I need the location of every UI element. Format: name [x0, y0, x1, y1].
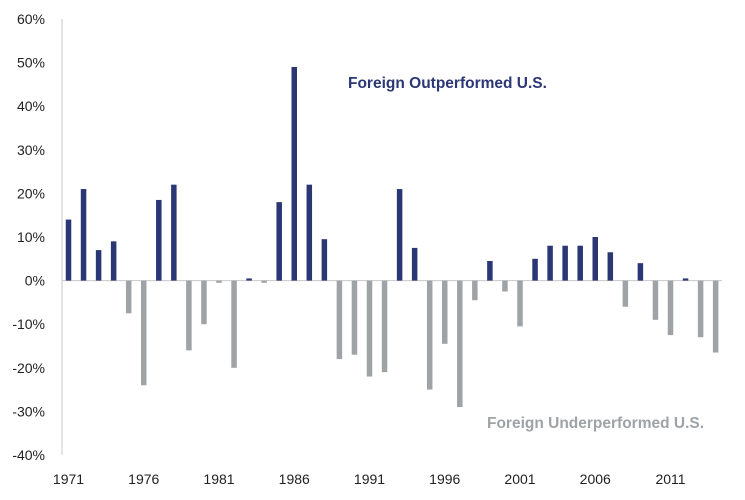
annotation-underperformed: Foreign Underperformed U.S. — [487, 415, 704, 432]
bar-1986 — [291, 66, 297, 281]
bar-2005 — [577, 245, 583, 281]
y-tick-label: 10% — [17, 229, 45, 245]
bar-2003 — [547, 245, 553, 281]
bar-1997 — [457, 280, 463, 408]
y-tick-label: 50% — [17, 55, 45, 71]
annotation-outperformed: Foreign Outperformed U.S. — [348, 75, 547, 92]
bar-1972 — [80, 189, 87, 281]
x-tick-label: 1996 — [429, 471, 460, 487]
bar-1977 — [156, 199, 162, 281]
bar-1971 — [65, 219, 72, 281]
bar-1998 — [472, 280, 478, 301]
y-tick-label: 40% — [17, 98, 45, 114]
bar-1987 — [306, 184, 313, 281]
bar-2013 — [697, 280, 704, 338]
y-tick-labels: 60% 50% 40% 30% 20% 10% 0% -10% -20% -30% -40% — [12, 11, 45, 463]
y-tick-label: -10% — [12, 316, 45, 332]
bar-1973 — [95, 250, 102, 281]
bar-1989 — [336, 280, 343, 360]
bar-2014 — [712, 280, 719, 353]
bar-1980 — [201, 280, 207, 325]
y-tick-label: 20% — [17, 185, 45, 201]
bar-2004 — [562, 245, 568, 281]
bar-1993 — [396, 189, 403, 281]
bar-1982 — [231, 280, 237, 368]
bar-1996 — [442, 280, 448, 344]
x-tick-label: 1971 — [53, 471, 84, 487]
y-tick-label: -30% — [12, 403, 45, 419]
bar-2002 — [532, 258, 538, 281]
bar-1992 — [381, 280, 388, 373]
bar-2000 — [502, 280, 508, 292]
bar-1984 — [261, 280, 267, 283]
bar-1990 — [351, 280, 358, 355]
x-tick-label: 1991 — [354, 471, 385, 487]
x-tick-label: 1976 — [128, 471, 159, 487]
x-tick-labels: 1971 1976 1981 1986 1991 1996 2001 2006 2011 — [53, 471, 686, 487]
bar-1985 — [276, 202, 282, 281]
bar-1988 — [321, 239, 328, 281]
bar-1994 — [411, 247, 418, 281]
bar-1979 — [186, 280, 192, 351]
y-tick-label: 0% — [25, 273, 45, 289]
bar-2008 — [622, 280, 629, 307]
bar-1999 — [487, 260, 493, 281]
x-tick-label: 2001 — [504, 471, 535, 487]
bar-1978 — [171, 184, 177, 281]
x-tick-label: 1986 — [279, 471, 310, 487]
bar-1991 — [366, 280, 373, 377]
y-tick-label: -20% — [12, 360, 45, 376]
x-tick-label: 2011 — [655, 471, 685, 487]
bar-2012 — [682, 278, 689, 281]
bar-2010 — [652, 280, 659, 320]
bar-2006 — [592, 237, 598, 281]
y-tick-label: -40% — [12, 447, 45, 463]
bar-1981 — [216, 280, 222, 283]
bar-2007 — [607, 252, 614, 281]
x-tick-label: 1981 — [203, 471, 234, 487]
bar-1976 — [141, 280, 147, 386]
bar-1975 — [125, 280, 132, 314]
y-tick-label: 30% — [17, 142, 45, 158]
y-tick-label: 60% — [17, 11, 45, 27]
bar-2001 — [517, 280, 523, 327]
bars-group — [65, 66, 719, 408]
bar-1995 — [426, 280, 433, 390]
bar-1983 — [246, 278, 252, 281]
bar-2009 — [637, 263, 644, 281]
bar-2011 — [667, 280, 674, 336]
bar-1974 — [110, 241, 117, 281]
x-tick-label: 2006 — [580, 471, 611, 487]
